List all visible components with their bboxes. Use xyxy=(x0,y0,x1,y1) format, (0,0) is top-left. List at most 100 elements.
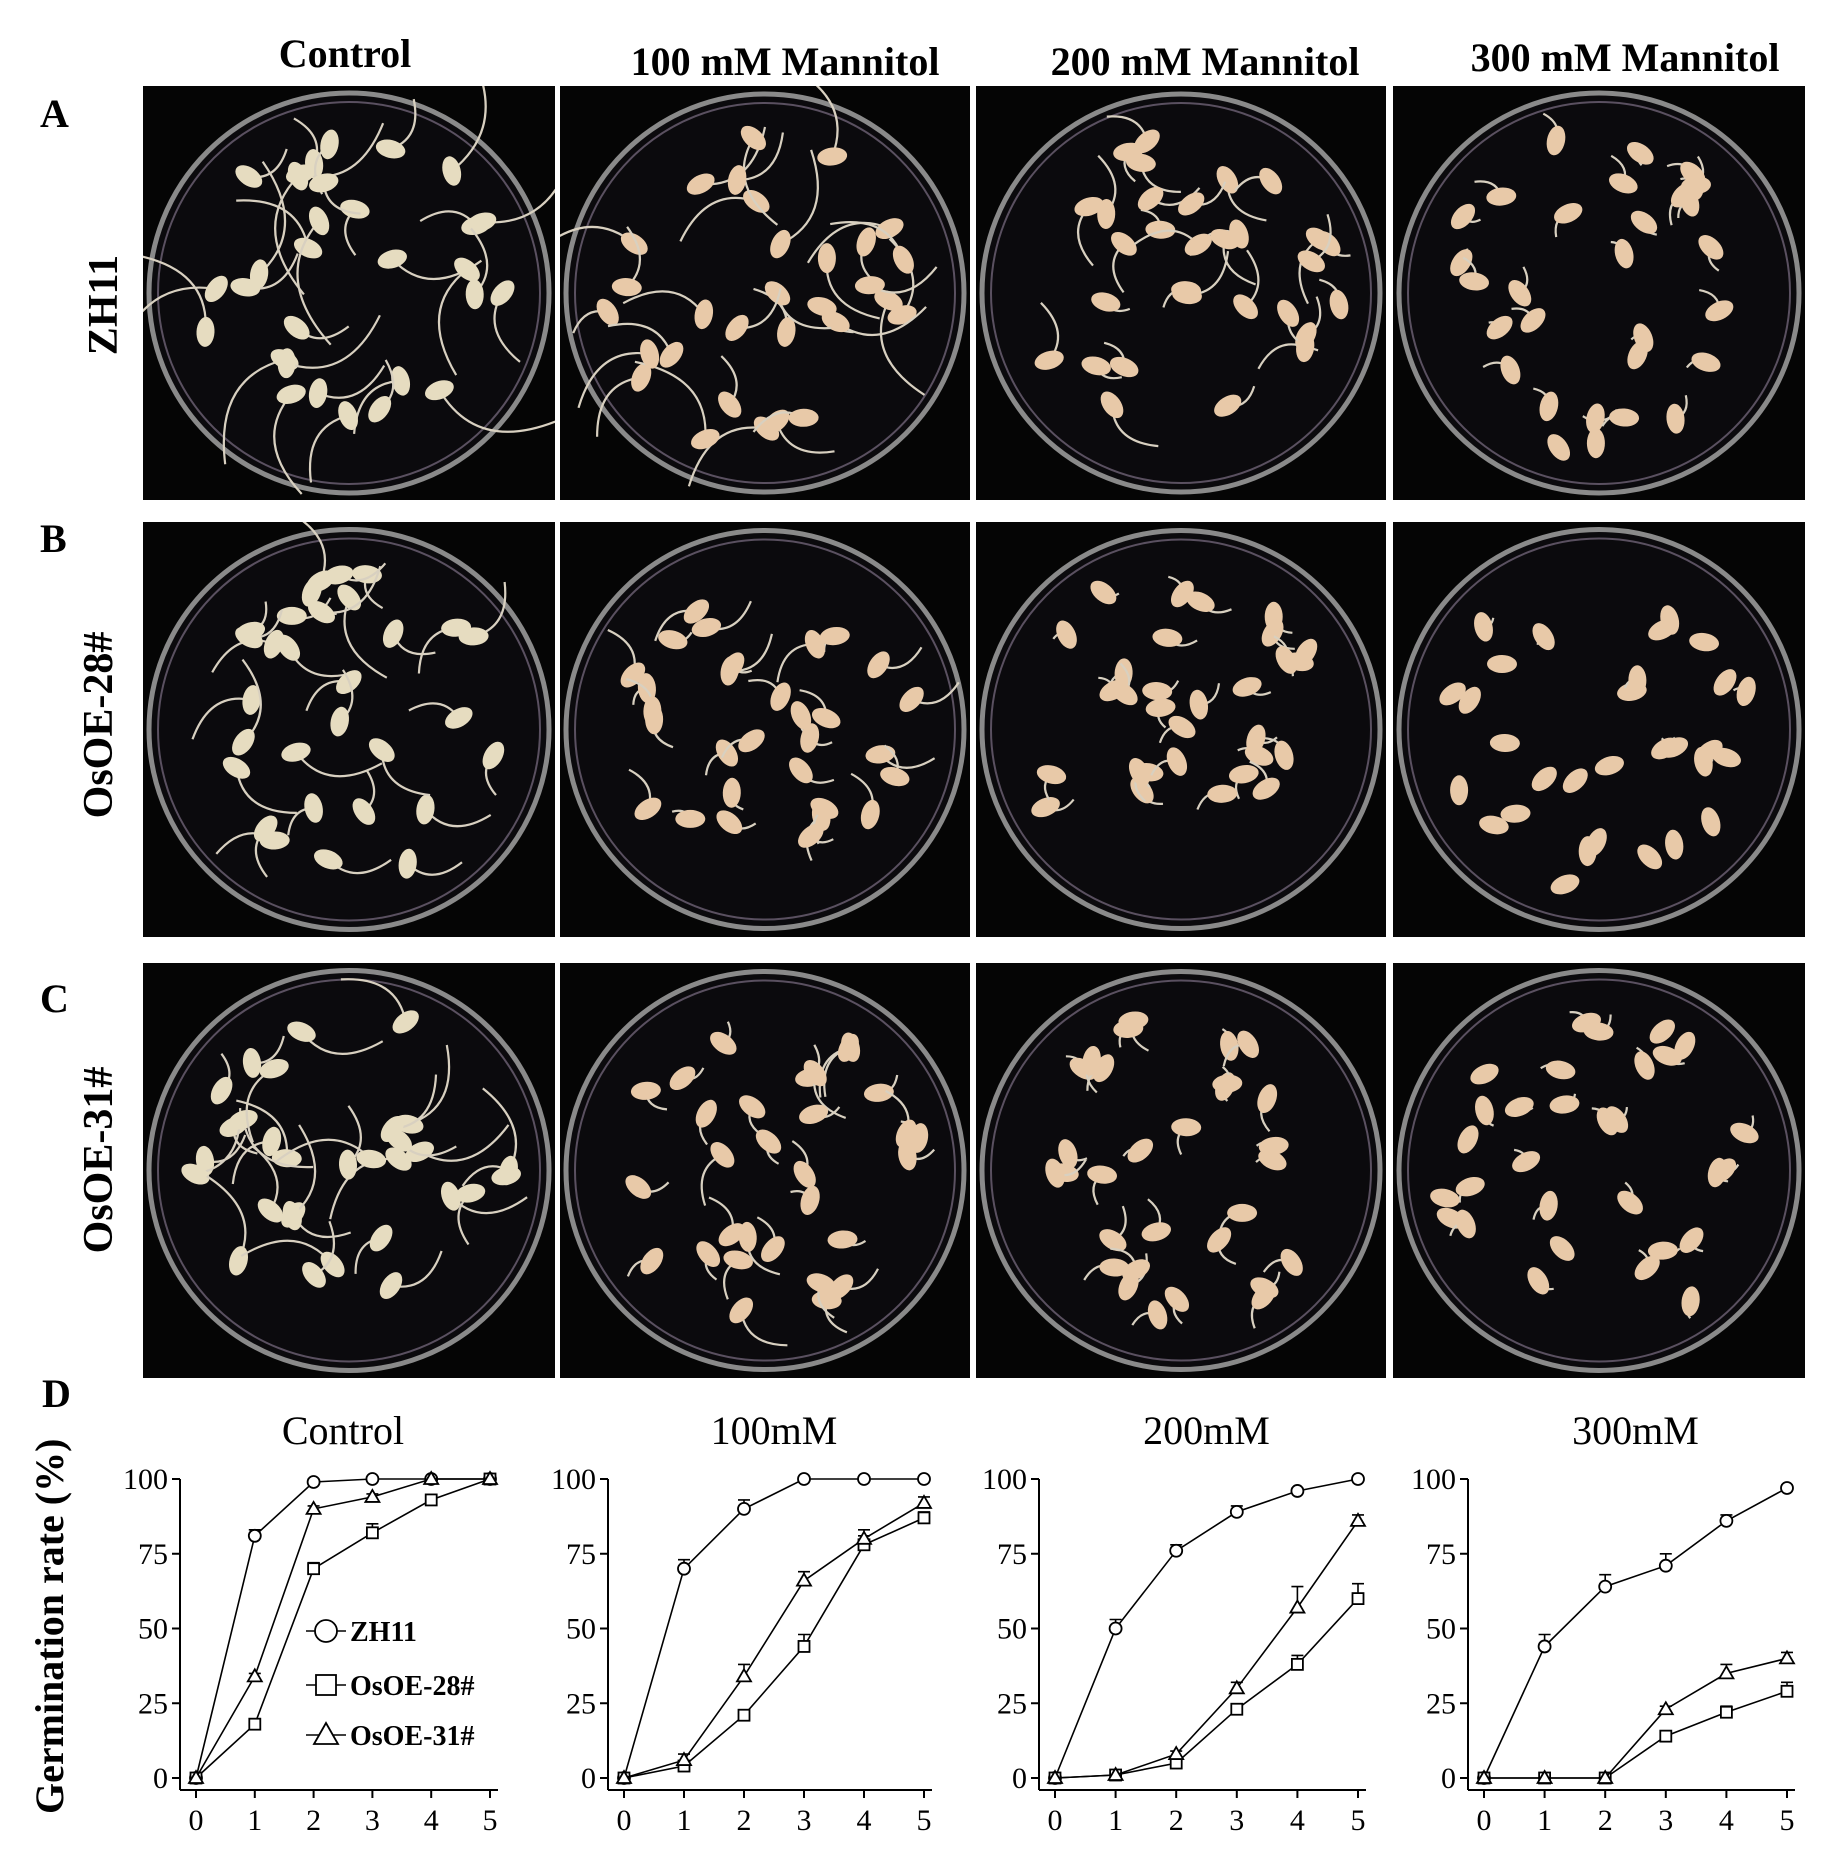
x-tick-label: 4 xyxy=(857,1804,872,1837)
data-point xyxy=(248,1717,262,1731)
petri-dish-photo xyxy=(1393,963,1805,1378)
rice-seed xyxy=(1127,1138,1154,1163)
rice-seed xyxy=(658,630,688,650)
rice-seed xyxy=(1128,757,1150,787)
panel-letter-d: D xyxy=(42,1371,71,1416)
rice-seed xyxy=(276,384,306,404)
rice-seed xyxy=(181,1163,210,1185)
rice-seed xyxy=(777,317,796,347)
data-point xyxy=(246,1667,264,1683)
rice-seed xyxy=(1170,580,1194,608)
data-point xyxy=(1720,1705,1733,1719)
rice-seed xyxy=(441,618,472,637)
rice-seed xyxy=(696,1241,721,1267)
rice-seed xyxy=(1099,1229,1127,1252)
rice-seed xyxy=(880,767,910,787)
data-point xyxy=(855,1530,873,1545)
rice-seed xyxy=(799,1104,829,1125)
y-tick-label: 50 xyxy=(1426,1613,1456,1646)
rice-seed xyxy=(722,777,741,808)
rice-seed xyxy=(1210,228,1239,250)
data-point xyxy=(1717,1664,1735,1680)
rice-seed xyxy=(454,257,480,282)
rice-seed xyxy=(854,276,885,295)
data-point xyxy=(797,1472,811,1486)
rice-seed xyxy=(1713,669,1737,696)
rice-seed xyxy=(1630,210,1658,234)
rice-seed xyxy=(729,1297,754,1324)
rice-seed xyxy=(1207,784,1238,803)
rice-seed xyxy=(304,793,323,823)
rice-seed xyxy=(440,1181,461,1211)
rice-seed xyxy=(228,1246,249,1276)
rice-seed xyxy=(1237,1030,1260,1058)
legend-marker xyxy=(315,1674,337,1696)
rice-seed xyxy=(320,129,339,160)
rice-seed xyxy=(1666,403,1685,434)
data-point xyxy=(1229,1504,1244,1519)
rice-seed xyxy=(686,173,715,195)
seedling-sprout xyxy=(451,86,487,172)
rice-seed xyxy=(1500,804,1531,823)
chart-legend: ZH11 OsOE-28# OsOE-31# xyxy=(306,1617,474,1752)
rice-seed xyxy=(892,245,914,274)
data-point xyxy=(915,1494,933,1509)
chart-panel: 200mM 0 25 50 75 100 0 1 2 3 4 5 xyxy=(982,1408,1367,1837)
rice-seed xyxy=(338,401,358,431)
rice-seed xyxy=(228,1109,258,1130)
y-tick-label: 75 xyxy=(138,1538,168,1571)
rice-seed xyxy=(828,1274,854,1300)
x-tick-label: 5 xyxy=(1780,1804,1795,1837)
series-line xyxy=(623,1502,925,1779)
rice-seed xyxy=(790,701,812,730)
data-point xyxy=(1230,1702,1244,1716)
rice-seed xyxy=(1546,125,1566,156)
rice-seed xyxy=(1554,203,1583,224)
x-tick-label: 4 xyxy=(424,1804,439,1837)
rice-seed xyxy=(1294,638,1318,666)
rice-seed xyxy=(1470,1063,1499,1085)
data-point xyxy=(187,1769,205,1784)
x-tick-label: 2 xyxy=(306,1804,321,1837)
x-tick-label: 2 xyxy=(737,1804,752,1837)
rice-seed xyxy=(1171,1118,1202,1137)
x-tick-label: 4 xyxy=(1290,1804,1305,1837)
rice-seed xyxy=(445,707,473,729)
rice-seed xyxy=(669,1066,696,1091)
y-tick-label: 25 xyxy=(997,1687,1027,1720)
series-line xyxy=(623,1517,925,1779)
rice-seed xyxy=(405,1141,434,1163)
rice-seed xyxy=(716,810,743,835)
rice-seed xyxy=(860,799,880,830)
y-tick-label: 75 xyxy=(997,1538,1027,1571)
data-point xyxy=(1351,1592,1365,1606)
x-tick-label: 5 xyxy=(483,1804,498,1837)
seedling-sprout xyxy=(815,86,839,157)
x-tick-label: 2 xyxy=(1598,1804,1613,1837)
rice-seed xyxy=(806,1273,836,1294)
petri-dish-image xyxy=(563,969,967,1372)
petri-dish-rim xyxy=(1396,968,1802,1373)
rice-seed xyxy=(817,147,848,166)
rice-seed xyxy=(1168,715,1196,739)
petri-dish-rim xyxy=(563,969,967,1372)
rice-seed xyxy=(1207,1227,1232,1253)
data-point xyxy=(1349,1512,1367,1527)
rice-seed xyxy=(1152,628,1183,647)
rice-seed xyxy=(1596,1107,1618,1136)
y-tick-label: 0 xyxy=(153,1762,168,1795)
rice-seed xyxy=(770,229,791,259)
rice-seed xyxy=(1455,1209,1476,1239)
rice-seed xyxy=(1617,1190,1643,1215)
rice-seed xyxy=(1649,1019,1675,1044)
data-point xyxy=(1596,1769,1614,1784)
x-tick-label: 5 xyxy=(1351,1804,1366,1837)
rice-seed xyxy=(1550,874,1580,895)
rice-seed xyxy=(625,1175,652,1199)
rice-seed xyxy=(368,395,392,423)
rice-seed xyxy=(416,794,435,825)
x-tick-label: 3 xyxy=(1658,1804,1673,1837)
rice-seed xyxy=(1504,1097,1534,1117)
data-point xyxy=(795,1571,813,1587)
